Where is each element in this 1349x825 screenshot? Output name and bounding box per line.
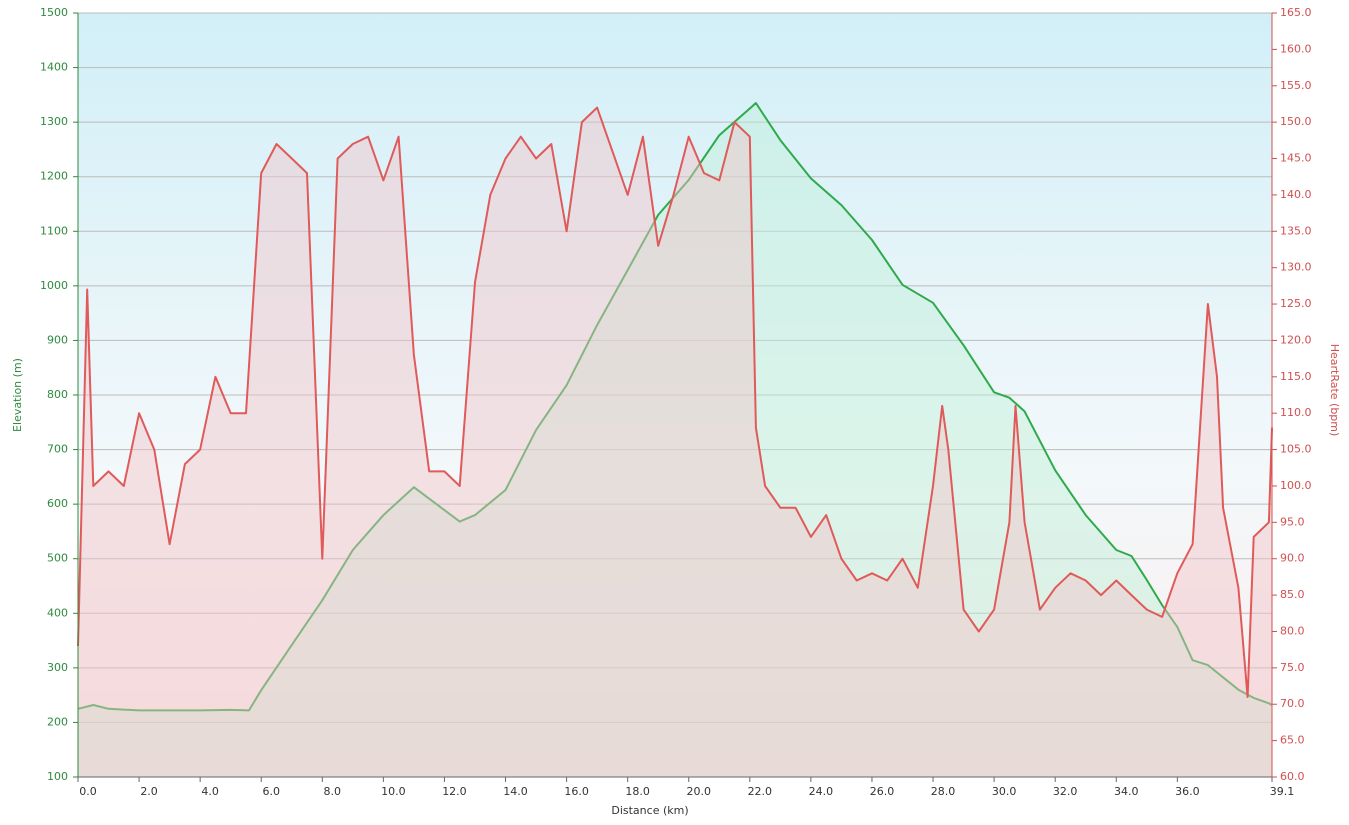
series-area xyxy=(78,107,1272,778)
y-tick-label: 100 xyxy=(47,770,68,783)
x-tick-label: 36.0 xyxy=(1175,785,1200,798)
y2-tick-label: 110.0 xyxy=(1280,406,1312,419)
y2-tick-label: 65.0 xyxy=(1280,734,1305,747)
y2-tick-label: 120.0 xyxy=(1280,333,1312,346)
x-tick-label: 20.0 xyxy=(686,785,711,798)
x-tick-label: 18.0 xyxy=(625,785,650,798)
y2-axis-title: HeartRate (bpm) xyxy=(1328,344,1341,437)
y2-tick-label: 155.0 xyxy=(1280,79,1312,92)
y2-tick-label: 115.0 xyxy=(1280,370,1312,383)
y-tick-label: 400 xyxy=(47,606,68,619)
y2-tick-label: 165.0 xyxy=(1280,6,1312,19)
y-axis-title: Elevation (m) xyxy=(11,358,24,432)
y-tick-label: 1000 xyxy=(40,279,68,292)
x-tick-label: 0.0 xyxy=(79,785,97,798)
x-tick-label: 4.0 xyxy=(201,785,219,798)
x-tick-label: 12.0 xyxy=(442,785,467,798)
y-tick-label: 1500 xyxy=(40,6,68,19)
x-tick-label: 14.0 xyxy=(503,785,528,798)
series-area xyxy=(78,103,1272,777)
y2-tick-label: 95.0 xyxy=(1280,515,1305,528)
x-tick-label: 34.0 xyxy=(1114,785,1139,798)
y-tick-label: 600 xyxy=(47,497,68,510)
y2-tick-label: 145.0 xyxy=(1280,152,1312,165)
y2-tick-label: 100.0 xyxy=(1280,479,1312,492)
x-tick-label: 24.0 xyxy=(809,785,834,798)
y-tick-label: 900 xyxy=(47,333,68,346)
y2-tick-label: 130.0 xyxy=(1280,261,1312,274)
x-tick-label: 10.0 xyxy=(381,785,406,798)
x-tick-label: 22.0 xyxy=(748,785,773,798)
y-tick-label: 1300 xyxy=(40,115,68,128)
y2-tick-label: 160.0 xyxy=(1280,42,1312,55)
y2-tick-label: 75.0 xyxy=(1280,661,1305,674)
y2-tick-label: 60.0 xyxy=(1280,770,1305,783)
x-tick-label: 39.1 xyxy=(1270,785,1295,798)
x-tick-label: 8.0 xyxy=(324,785,342,798)
y2-tick-label: 70.0 xyxy=(1280,697,1305,710)
x-tick-label: 16.0 xyxy=(564,785,589,798)
y-tick-label: 500 xyxy=(47,552,68,565)
y2-tick-label: 90.0 xyxy=(1280,552,1305,565)
y-tick-label: 1100 xyxy=(40,224,68,237)
x-tick-label: 30.0 xyxy=(992,785,1017,798)
x-tick-label: 2.0 xyxy=(140,785,158,798)
y-tick-label: 300 xyxy=(47,661,68,674)
y-tick-label: 700 xyxy=(47,443,68,456)
series-line xyxy=(77,106,1273,698)
y2-tick-label: 140.0 xyxy=(1280,188,1312,201)
x-axis-title: Distance (km) xyxy=(611,804,688,817)
x-tick-label: 32.0 xyxy=(1053,785,1078,798)
y2-tick-label: 125.0 xyxy=(1280,297,1312,310)
x-tick-label: 26.0 xyxy=(870,785,895,798)
y-tick-label: 800 xyxy=(47,388,68,401)
x-tick-label: 6.0 xyxy=(262,785,280,798)
y2-tick-label: 105.0 xyxy=(1280,443,1312,456)
y-tick-label: 1200 xyxy=(40,170,68,183)
y-tick-label: 200 xyxy=(47,715,68,728)
y2-tick-label: 150.0 xyxy=(1280,115,1312,128)
y-tick-label: 1400 xyxy=(40,61,68,74)
x-tick-label: 28.0 xyxy=(931,785,956,798)
y2-tick-label: 80.0 xyxy=(1280,624,1305,637)
y2-tick-label: 85.0 xyxy=(1280,588,1305,601)
y2-tick-label: 135.0 xyxy=(1280,224,1312,237)
